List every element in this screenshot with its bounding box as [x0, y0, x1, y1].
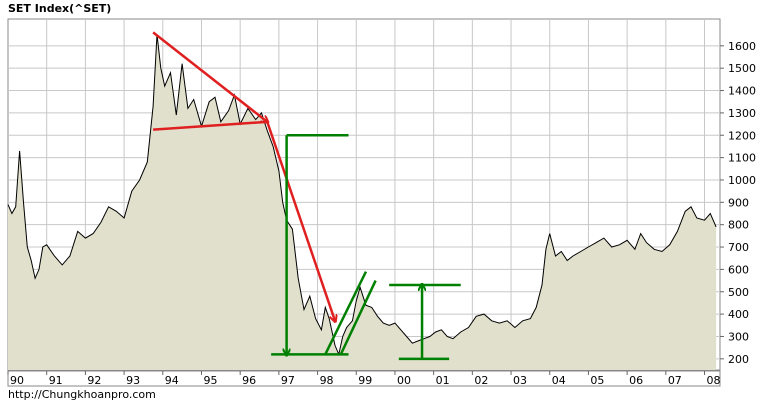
x-tick-label: 08	[707, 374, 721, 387]
x-tick-label: 90	[10, 374, 24, 387]
y-tick-label: 900	[728, 196, 749, 209]
x-axis-bar	[7, 370, 721, 387]
trend-annotations	[152, 31, 461, 361]
x-tick-label: 00	[397, 374, 411, 387]
x-tick-label: 06	[629, 374, 643, 387]
y-tick-label: 600	[728, 263, 749, 276]
x-tick-label: 94	[165, 374, 179, 387]
y-tick-label: 500	[728, 286, 749, 299]
red-trend-line	[153, 120, 268, 131]
x-tick-label: 01	[436, 374, 450, 387]
x-tick-label: 97	[281, 374, 295, 387]
index-area	[8, 34, 717, 370]
y-tick-label: 1500	[728, 62, 756, 75]
y-tick-label: 300	[728, 330, 749, 343]
x-tick-label: 99	[358, 374, 372, 387]
x-tick-label: 95	[203, 374, 217, 387]
x-tick-label: 04	[552, 374, 566, 387]
x-tick-label: 91	[49, 374, 63, 387]
y-tick-label: 1100	[728, 152, 756, 165]
x-tick-label: 02	[474, 374, 488, 387]
y-tick-label: 200	[728, 353, 749, 366]
green-target-line	[324, 271, 368, 355]
x-tick-label: 93	[126, 374, 140, 387]
y-tick-label: 1200	[728, 129, 756, 142]
y-tick-label: 1400	[728, 85, 756, 98]
y-tick-label: 400	[728, 308, 749, 321]
y-axis-ticks: 200 300 400 500 600 700 800 900 1000 1100 1200 1300…	[720, 40, 756, 366]
chart-title: SET Index(^SET)	[8, 2, 112, 15]
red-trend-line	[266, 121, 335, 321]
y-tick-label: 1000	[728, 174, 756, 187]
y-tick-label: 1600	[728, 40, 756, 53]
green-target-line	[339, 280, 377, 355]
x-tick-label: 03	[513, 374, 527, 387]
x-tick-label: 92	[87, 374, 101, 387]
x-axis-ticks: 90 91 92 93 94 95 96 97 98 99 00 01 02 03 04 05 06 07 08	[7, 371, 721, 387]
y-tick-label: 800	[728, 219, 749, 232]
x-tick-label: 05	[590, 374, 604, 387]
x-tick-label: 98	[320, 374, 334, 387]
red-trend-line	[152, 31, 267, 121]
x-tick-label: 96	[242, 374, 256, 387]
y-tick-label: 700	[728, 241, 749, 254]
x-tick-label: 07	[668, 374, 682, 387]
source-url: http://Chungkhoanpro.com	[8, 388, 156, 401]
index-line	[7, 34, 717, 357]
y-tick-label: 1300	[728, 107, 756, 120]
